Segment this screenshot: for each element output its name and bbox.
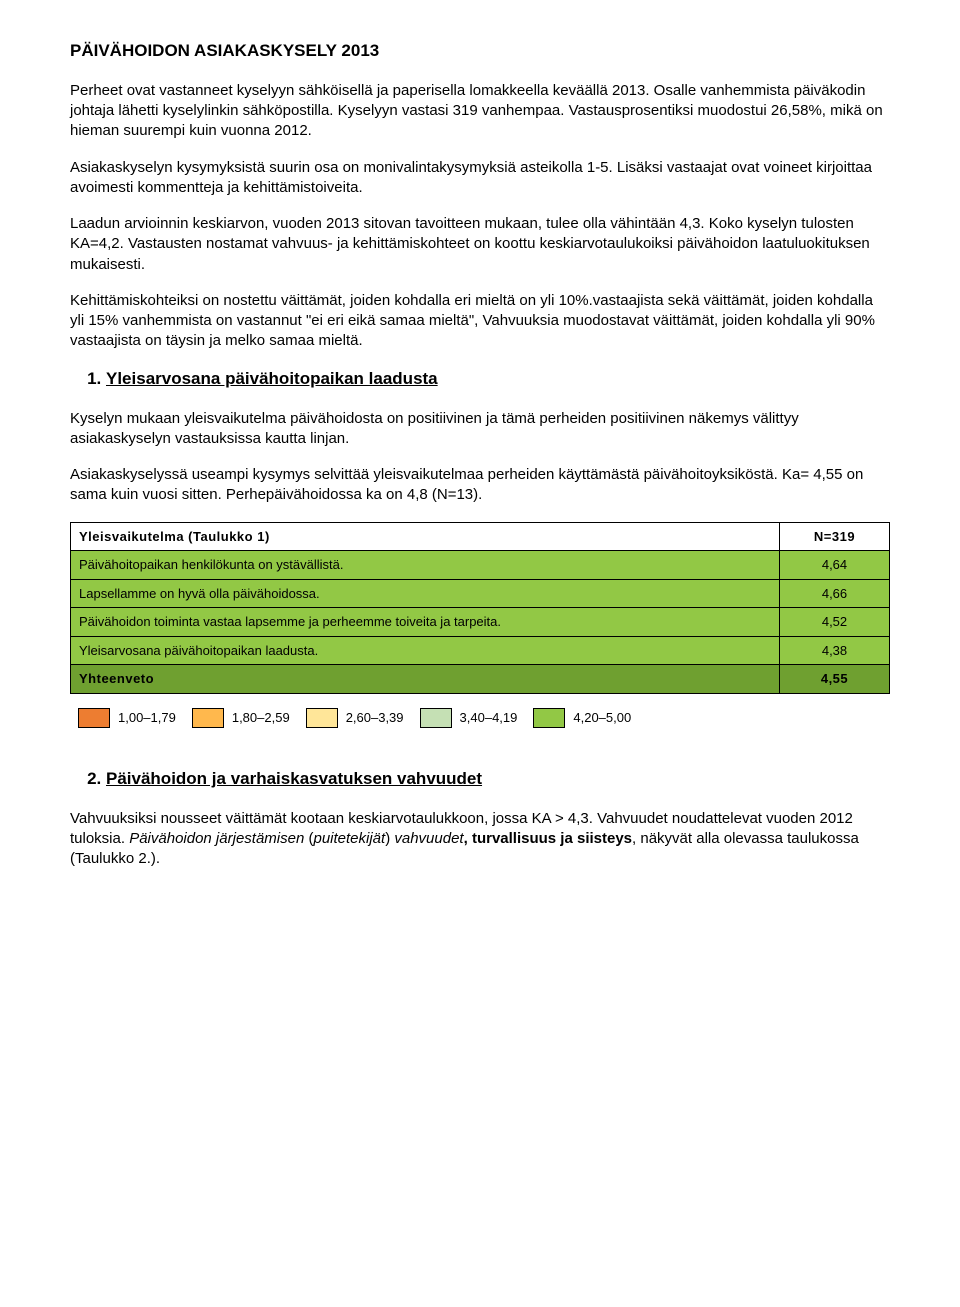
table-cell-label: Päivähoitopaikan henkilökunta on ystäväl…	[71, 551, 780, 580]
legend-swatch	[192, 708, 224, 728]
legend-swatch	[420, 708, 452, 728]
table-1: Yleisvaikutelma (Taulukko 1) N=319 Päivä…	[70, 522, 890, 694]
intro-paragraph-2: Asiakaskyselyn kysymyksistä suurin osa o…	[70, 158, 890, 199]
legend-swatch	[78, 708, 110, 728]
table-cell-label: Lapsellamme on hyvä olla päivähoidossa.	[71, 579, 780, 608]
section-2-heading: Päivähoidon ja varhaiskasvatuksen vahvuu…	[106, 768, 890, 791]
legend-item: 2,60–3,39	[306, 708, 404, 728]
table-1-footer-row: Yhteenveto 4,55	[71, 665, 890, 694]
section-2-title: Päivähoidon ja varhaiskasvatuksen vahvuu…	[106, 769, 482, 788]
intro-paragraph-3: Laadun arvioinnin keskiarvon, vuoden 201…	[70, 214, 890, 275]
table-1-header-row: Yleisvaikutelma (Taulukko 1) N=319	[71, 522, 890, 551]
table-1-footer-label: Yhteenveto	[71, 665, 780, 694]
legend-swatch	[533, 708, 565, 728]
table-1-header-right: N=319	[780, 522, 890, 551]
table-cell-label: Päivähoidon toiminta vastaa lapsemme ja …	[71, 608, 780, 637]
legend-range: 4,20–5,00	[573, 709, 631, 727]
legend-swatch	[306, 708, 338, 728]
legend-range: 2,60–3,39	[346, 709, 404, 727]
section-2-paragraph-1: Vahvuuksiksi nousseet väittämät kootaan …	[70, 809, 890, 870]
section-2-text: )	[385, 830, 394, 847]
table-1-header-left: Yleisvaikutelma (Taulukko 1)	[71, 522, 780, 551]
table-row: Yleisarvosana päivähoitopaikan laadusta.…	[71, 636, 890, 665]
section-1-paragraph-2: Asiakaskyselyssä useampi kysymys selvitt…	[70, 465, 890, 506]
legend-range: 1,80–2,59	[232, 709, 290, 727]
document-title: PÄIVÄHOIDON ASIAKASKYSELY 2013	[70, 40, 890, 63]
table-cell-value: 4,38	[780, 636, 890, 665]
section-1-heading: Yleisarvosana päivähoitopaikan laadusta	[106, 368, 890, 391]
legend-item: 3,40–4,19	[420, 708, 518, 728]
intro-paragraph-4: Kehittämiskohteiksi on nostettu väittämä…	[70, 291, 890, 352]
intro-paragraph-1: Perheet ovat vastanneet kyselyyn sähköis…	[70, 81, 890, 142]
legend-item: 1,00–1,79	[78, 708, 176, 728]
table-cell-value: 4,66	[780, 579, 890, 608]
section-list-2: Päivähoidon ja varhaiskasvatuksen vahvuu…	[106, 768, 890, 791]
table-row: Päivähoidon toiminta vastaa lapsemme ja …	[71, 608, 890, 637]
table-1-footer-value: 4,55	[780, 665, 890, 694]
section-2-italic3: vahvuudet	[394, 830, 463, 847]
section-1-title: Yleisarvosana päivähoitopaikan laadusta	[106, 369, 438, 388]
section-2-bold: , turvallisuus ja siisteys	[464, 830, 632, 847]
section-2-italic: Päivähoidon järjestämisen	[129, 830, 308, 847]
table-cell-label: Yleisarvosana päivähoitopaikan laadusta.	[71, 636, 780, 665]
legend-item: 1,80–2,59	[192, 708, 290, 728]
section-list-1: Yleisarvosana päivähoitopaikan laadusta	[106, 368, 890, 391]
legend-item: 4,20–5,00	[533, 708, 631, 728]
table-cell-value: 4,52	[780, 608, 890, 637]
legend-range: 3,40–4,19	[460, 709, 518, 727]
section-2-italic2: puitetekijät	[313, 830, 385, 847]
legend-range: 1,00–1,79	[118, 709, 176, 727]
table-row: Lapsellamme on hyvä olla päivähoidossa. …	[71, 579, 890, 608]
section-1-paragraph-1: Kyselyn mukaan yleisvaikutelma päivähoid…	[70, 409, 890, 450]
table-row: Päivähoitopaikan henkilökunta on ystäväl…	[71, 551, 890, 580]
color-legend: 1,00–1,79 1,80–2,59 2,60–3,39 3,40–4,19 …	[70, 708, 890, 728]
table-cell-value: 4,64	[780, 551, 890, 580]
